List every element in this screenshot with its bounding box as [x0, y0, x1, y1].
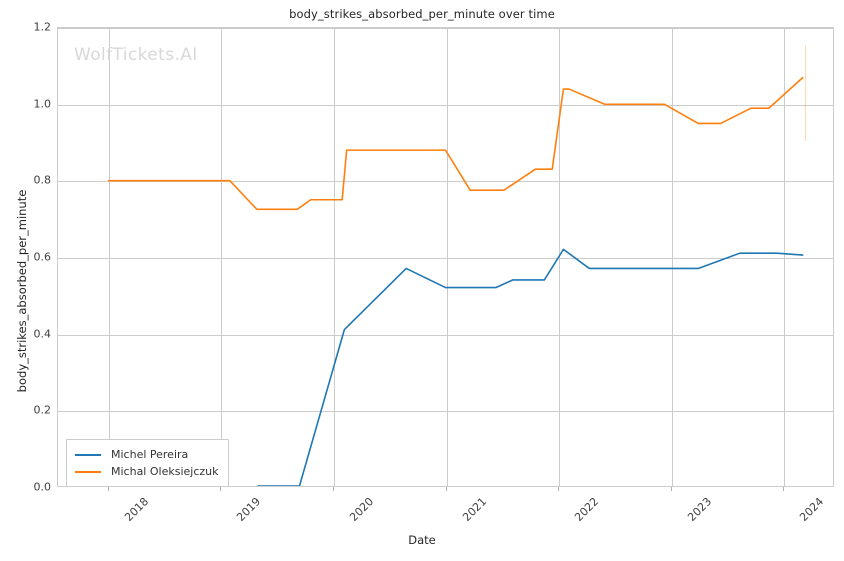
gridline-horizontal	[58, 181, 833, 182]
x-tick-label: 2024	[797, 495, 827, 524]
x-tick-mark	[671, 487, 672, 491]
y-tick-label: 1.2	[33, 20, 52, 34]
gridline-horizontal	[58, 411, 833, 412]
plot-area: WolfTickets.AI	[57, 27, 834, 487]
legend-color-swatch	[75, 453, 101, 456]
x-tick-label: 2020	[347, 495, 377, 524]
gridline-vertical	[334, 28, 335, 486]
legend-label: Michel Pereira	[111, 448, 189, 461]
gridline-vertical	[672, 28, 673, 486]
legend-item[interactable]: Michel Pereira	[75, 446, 219, 463]
x-tick-mark	[558, 487, 559, 491]
chart-legend[interactable]: Michel Pereira Michal Oleksiejczuk	[66, 439, 229, 487]
x-axis-label: Date	[408, 533, 436, 547]
series-line	[107, 76, 804, 211]
x-tick-label: 2019	[234, 495, 264, 524]
y-tick-label: 0.6	[33, 250, 52, 264]
y-tick-label: 0.4	[33, 327, 52, 341]
x-tick-mark	[108, 487, 109, 491]
gridline-horizontal	[58, 28, 833, 29]
x-tick-mark	[446, 487, 447, 491]
legend-item[interactable]: Michal Oleksiejczuk	[75, 463, 219, 480]
y-tick-label: 0.0	[33, 480, 52, 494]
x-axis: 2018 2019 2020 2021 2022 2023 2024	[57, 487, 834, 527]
x-tick-label: 2018	[121, 495, 151, 524]
x-tick-mark	[220, 487, 221, 491]
y-axis-label: body_strikes_absorbed_per_minute	[15, 189, 29, 393]
legend-color-swatch	[75, 470, 101, 473]
gridline-horizontal	[58, 335, 833, 336]
end-markers	[58, 28, 833, 486]
gridline-vertical	[109, 28, 110, 486]
y-axis: body_strikes_absorbed_per_minute 0.0 0.2 0…	[0, 21, 52, 494]
watermark: WolfTickets.AI	[74, 45, 198, 65]
gridline-horizontal	[58, 105, 833, 106]
x-tick-mark	[783, 487, 784, 491]
x-tick-mark	[333, 487, 334, 491]
y-tick-label: 0.8	[33, 173, 52, 187]
gridline-horizontal	[58, 258, 833, 259]
series-lines	[107, 76, 804, 486]
gridline-vertical	[784, 28, 785, 486]
series-endpoint-marker	[805, 46, 806, 141]
gridlines	[58, 28, 833, 486]
y-tick-label: 0.2	[33, 403, 52, 417]
legend-label: Michal Oleksiejczuk	[111, 465, 219, 478]
x-tick-label: 2022	[572, 495, 602, 524]
gridline-vertical	[447, 28, 448, 486]
chart-title: body_strikes_absorbed_per_minute over ti…	[289, 7, 555, 21]
series-line	[257, 248, 804, 486]
y-tick-label: 1.0	[33, 97, 52, 111]
gridline-vertical	[221, 28, 222, 486]
x-tick-label: 2023	[684, 495, 714, 524]
x-tick-label: 2021	[459, 495, 489, 524]
